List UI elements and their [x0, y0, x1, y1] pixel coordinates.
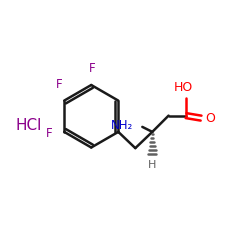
Text: H: H [148, 160, 156, 170]
Text: F: F [89, 62, 96, 76]
Text: O: O [206, 112, 216, 124]
Text: HCl: HCl [16, 118, 42, 132]
Text: HO: HO [174, 80, 193, 94]
Text: F: F [56, 78, 62, 91]
Text: F: F [46, 126, 53, 140]
Text: NH₂: NH₂ [111, 119, 134, 132]
